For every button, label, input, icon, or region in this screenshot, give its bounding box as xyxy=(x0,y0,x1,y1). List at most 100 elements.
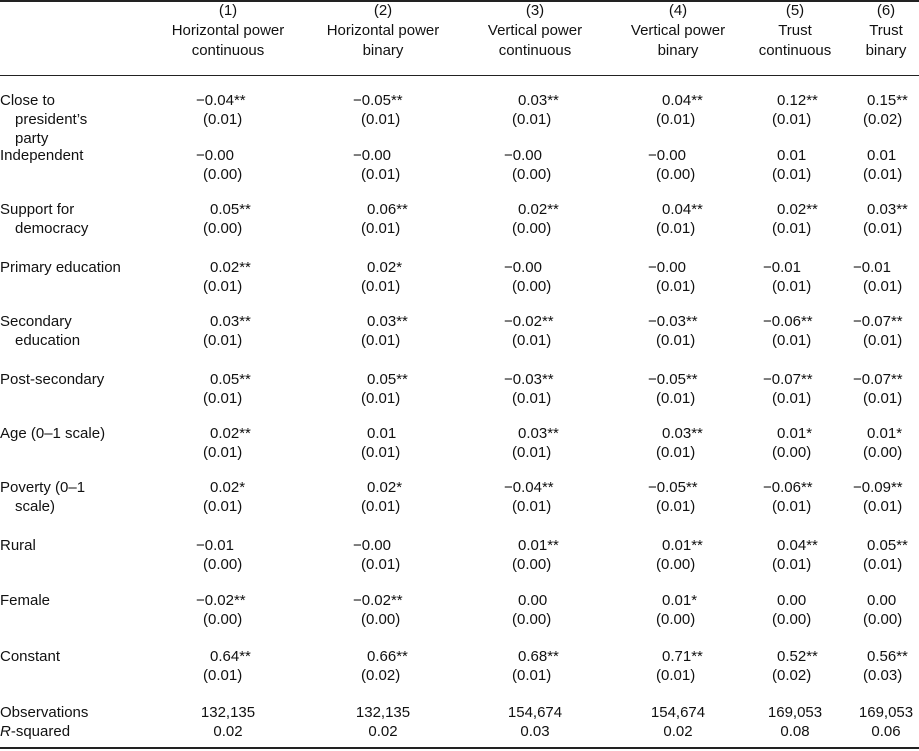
coefficient: 0.04** xyxy=(662,201,703,218)
standard-error: (0.03) xyxy=(863,667,903,684)
standard-error: (0.01) xyxy=(361,278,401,295)
column-title-line1: Trust xyxy=(778,22,812,39)
standard-error: (0.01) xyxy=(656,667,696,684)
standard-error: (0.01) xyxy=(203,332,243,349)
coefficient: 0.04** xyxy=(662,92,703,109)
standard-error: (0.00) xyxy=(863,444,903,461)
stat-label-text: -squared xyxy=(10,723,71,740)
standard-error: (0.00) xyxy=(512,611,552,628)
coefficient: 0.03** xyxy=(518,92,559,109)
stat-label: R-squared xyxy=(0,722,70,741)
standard-error: (0.00) xyxy=(361,611,401,628)
coefficient: −0.07** xyxy=(853,313,903,330)
row-label-continued: democracy xyxy=(15,220,89,237)
coefficient: −0.02** xyxy=(504,313,554,330)
standard-error: (0.02) xyxy=(772,667,812,684)
column-title-line2: binary xyxy=(362,42,404,59)
row-label: Rural xyxy=(0,537,36,554)
standard-error: (0.01) xyxy=(361,111,401,128)
stat-value: 0.02 xyxy=(368,723,398,740)
coefficient: 0.02** xyxy=(210,425,251,442)
standard-error: (0.00) xyxy=(863,611,903,628)
coefficient: 0.03** xyxy=(867,201,908,218)
stat-label: Observations xyxy=(0,703,88,722)
row-label-continued: scale) xyxy=(15,498,56,515)
standard-error: (0.01) xyxy=(863,498,903,515)
coefficient: 0.01* xyxy=(777,425,813,442)
coefficient: 0.01 xyxy=(867,147,897,164)
standard-error: (0.01) xyxy=(656,278,696,295)
coefficient: 0.71** xyxy=(662,648,703,665)
standard-error: (0.01) xyxy=(203,278,243,295)
coefficient: −0.01 xyxy=(196,537,234,554)
standard-error: (0.01) xyxy=(863,556,903,573)
row-label-continued: president’s xyxy=(15,111,88,128)
coefficient: −0.00 xyxy=(648,259,686,276)
stat-value: 154,674 xyxy=(650,704,706,721)
standard-error: (0.00) xyxy=(512,166,552,183)
coefficient: −0.00 xyxy=(353,147,391,164)
coefficient: 0.64** xyxy=(210,648,251,665)
coefficient: 0.02** xyxy=(777,201,818,218)
coefficient: −0.05** xyxy=(648,479,698,496)
column-number: (6) xyxy=(876,2,896,19)
standard-error: (0.01) xyxy=(512,390,552,407)
coefficient: −0.04** xyxy=(196,92,246,109)
stat-value: 132,135 xyxy=(200,704,256,721)
coefficient: 0.52** xyxy=(777,648,818,665)
top-rule xyxy=(0,0,919,2)
standard-error: (0.00) xyxy=(203,611,243,628)
standard-error: (0.01) xyxy=(656,111,696,128)
standard-error: (0.01) xyxy=(512,667,552,684)
coefficient: 0.01 xyxy=(367,425,397,442)
standard-error: (0.01) xyxy=(512,498,552,515)
standard-error: (0.01) xyxy=(863,278,903,295)
bottom-rule xyxy=(0,747,919,749)
standard-error: (0.01) xyxy=(772,278,812,295)
coefficient: 0.00 xyxy=(518,592,548,609)
standard-error: (0.01) xyxy=(361,556,401,573)
standard-error: (0.00) xyxy=(203,556,243,573)
standard-error: (0.01) xyxy=(656,444,696,461)
stat-label-text: Observations xyxy=(0,704,89,721)
coefficient: 0.02* xyxy=(367,479,403,496)
coefficient: 0.01** xyxy=(518,537,559,554)
standard-error: (0.01) xyxy=(772,166,812,183)
coefficient: 0.02* xyxy=(367,259,403,276)
coefficient: 0.05** xyxy=(367,371,408,388)
coefficient: −0.06** xyxy=(763,479,813,496)
standard-error: (0.01) xyxy=(203,667,243,684)
stat-value: 169,053 xyxy=(858,704,914,721)
coefficient: 0.15** xyxy=(867,92,908,109)
coefficient: 0.02* xyxy=(210,479,246,496)
coefficient: −0.00 xyxy=(504,147,542,164)
coefficient: −0.03** xyxy=(648,313,698,330)
column-title-line1: Horizontal power xyxy=(326,22,440,39)
coefficient: −0.06** xyxy=(763,313,813,330)
column-title-line2: binary xyxy=(865,42,907,59)
standard-error: (0.02) xyxy=(361,667,401,684)
standard-error: (0.01) xyxy=(656,332,696,349)
standard-error: (0.01) xyxy=(656,390,696,407)
coefficient: 0.68** xyxy=(518,648,559,665)
column-number: (2) xyxy=(373,2,393,19)
coefficient: −0.00 xyxy=(648,147,686,164)
standard-error: (0.01) xyxy=(656,498,696,515)
standard-error: (0.00) xyxy=(203,220,243,237)
coefficient: −0.00 xyxy=(196,147,234,164)
coefficient: −0.00 xyxy=(504,259,542,276)
standard-error: (0.01) xyxy=(863,390,903,407)
row-label: Primary education xyxy=(0,259,121,276)
column-number: (3) xyxy=(525,2,545,19)
standard-error: (0.00) xyxy=(203,166,243,183)
standard-error: (0.00) xyxy=(656,166,696,183)
coefficient: 0.05** xyxy=(210,201,251,218)
standard-error: (0.01) xyxy=(772,111,812,128)
coefficient: 0.01** xyxy=(662,537,703,554)
standard-error: (0.01) xyxy=(772,498,812,515)
row-label-continued: party xyxy=(15,130,49,147)
coefficient: 0.00 xyxy=(777,592,807,609)
coefficient: 0.02** xyxy=(210,259,251,276)
coefficient: −0.05** xyxy=(353,92,403,109)
row-label: Independent xyxy=(0,147,84,164)
